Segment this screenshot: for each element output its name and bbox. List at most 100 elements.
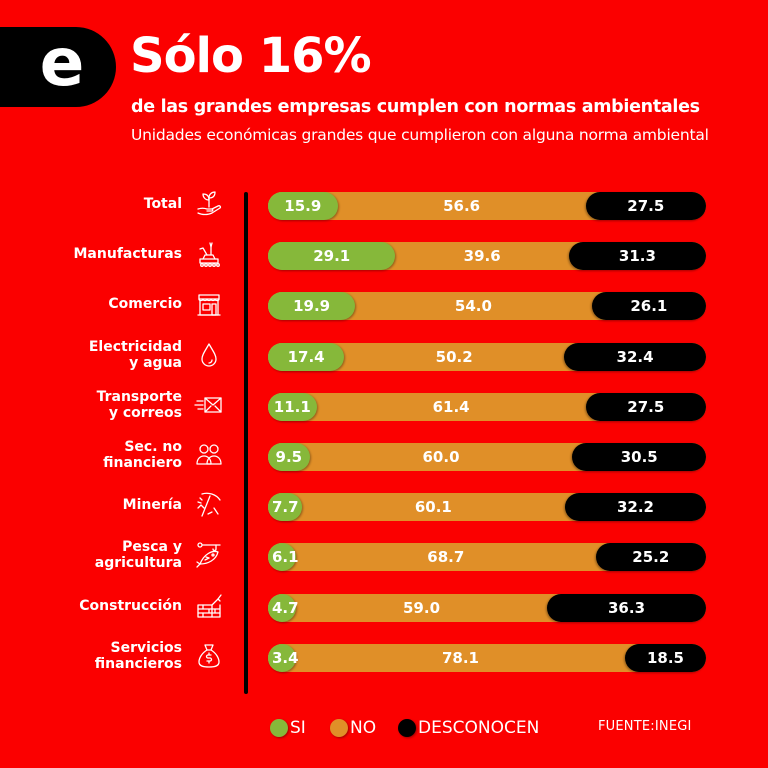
legend-swatch-desconocen — [398, 719, 416, 737]
value-label-desconocen: 27.5 — [627, 397, 665, 416]
category-label-line: agricultura — [94, 555, 182, 572]
category-label-comercio: Comercio — [108, 296, 182, 312]
value-label-desconocen: 30.5 — [620, 448, 658, 466]
bar-si-manufacturas — [268, 242, 396, 271]
bar-desconocen-pesca-y-agricultura — [595, 543, 706, 572]
bar-desconocen-servicios-financieros — [624, 643, 706, 672]
bar-si-mineria — [268, 493, 302, 522]
value-label-no: 56.6 — [443, 197, 481, 215]
logo-letter: e — [39, 24, 85, 101]
money-bag-icon — [194, 641, 224, 671]
value-label-desconocen: 32.2 — [616, 498, 654, 517]
value-label-desconocen: 31.3 — [618, 247, 656, 266]
legend-item-no: NO — [330, 716, 376, 740]
bar-row-sec-no-financiero: 9.5 60.0 30.5 — [268, 443, 706, 471]
category-label-mineria: Minería — [123, 497, 182, 513]
value-label-si: 15.9 — [284, 197, 322, 215]
bar-si-servicios-financieros — [268, 643, 296, 672]
value-label-no: 78.1 — [441, 648, 479, 667]
legend-label-no: NO — [350, 718, 377, 738]
category-label-pesca-y-agricultura: Pesca y agricultura — [95, 539, 182, 571]
value-label-si: 29.1 — [313, 247, 351, 266]
legend-swatch-no — [330, 719, 348, 737]
plant-in-hand-icon — [194, 189, 224, 219]
brand-logo: e — [0, 27, 116, 107]
bar-row-servicios-financieros: 3.4 78.1 18.5 — [268, 643, 706, 672]
bar-desconocen-electricidad-y-agua — [564, 342, 706, 371]
value-label-no: 39.6 — [463, 247, 501, 266]
value-label-si: 7.7 — [272, 498, 299, 517]
chart-description: Unidades económicas grandes que cumplier… — [131, 126, 709, 144]
legend-item-si: SI — [270, 716, 306, 740]
value-label-si: 4.7 — [272, 598, 299, 617]
value-label-si: 6.1 — [272, 548, 299, 567]
value-label-no: 59.0 — [402, 598, 441, 617]
category-label-transporte-y-correos: Transporte y correos — [97, 389, 182, 421]
bar-si-total — [268, 192, 338, 220]
value-label-no: 54.0 — [454, 297, 492, 316]
value-label-no: 60.0 — [422, 448, 460, 466]
value-label-no: 61.4 — [432, 397, 470, 416]
people-icon — [194, 440, 224, 470]
legend-swatch-si — [270, 719, 288, 737]
value-label-si: 17.4 — [287, 347, 325, 366]
category-label-line: Comercio — [108, 296, 182, 313]
bar-desconocen-comercio — [591, 292, 706, 321]
bar-row-transporte-y-correos: 11.1 61.4 27.5 — [268, 392, 706, 421]
source-note: FUENTE:INEGI — [598, 719, 692, 734]
bar-row-electricidad-y-agua: 17.4 50.2 32.4 — [268, 342, 706, 371]
pickaxe-icon — [194, 490, 224, 520]
fast-mail-icon — [194, 390, 224, 420]
category-label-line: Sec. no — [124, 439, 182, 455]
value-label-desconocen: 27.5 — [627, 197, 665, 215]
category-label-total: Total — [144, 196, 182, 212]
bar-desconocen-construccion — [547, 593, 706, 622]
value-label-no: 50.2 — [435, 347, 473, 366]
bar-row-comercio: 19.9 54.0 26.1 — [268, 292, 706, 321]
legend-item-desconocen: DESCONOCEN — [398, 716, 539, 740]
bar-desconocen-mineria — [564, 493, 706, 522]
category-label-electricidad-y-agua: Electricidad y agua — [89, 339, 182, 371]
category-label-line: y correos — [108, 404, 182, 421]
bar-desconocen-total — [585, 192, 706, 220]
factory-robot-icon — [194, 239, 224, 269]
bar-row-total: 15.9 56.6 27.5 — [268, 192, 706, 220]
storefront-icon — [194, 289, 224, 319]
category-label-line: financieros — [94, 655, 182, 672]
water-drop-icon — [194, 340, 224, 370]
category-label-line: financiero — [103, 455, 182, 471]
chart-title: Sólo 16% — [130, 28, 372, 84]
bar-row-construccion: 4.7 59.0 36.3 — [268, 593, 706, 622]
bar-desconocen-sec-no-financiero — [572, 443, 706, 471]
brick-wall-trowel-icon — [194, 591, 224, 621]
bar-row-pesca-y-agricultura: 6.1 68.7 25.2 — [268, 543, 706, 572]
category-label-manufacturas: Manufacturas — [74, 246, 183, 262]
bar-si-pesca-y-agricultura — [268, 543, 296, 572]
value-label-si: 9.5 — [275, 448, 303, 466]
chart-subtitle: de las grandes empresas cumplen con norm… — [131, 97, 700, 117]
value-label-desconocen: 25.2 — [632, 548, 670, 567]
bar-row-mineria: 7.7 60.1 32.2 — [268, 493, 706, 522]
value-label-no: 60.1 — [414, 498, 452, 517]
value-label-si: 11.1 — [273, 397, 311, 416]
value-label-si: 3.4 — [272, 648, 299, 667]
bar-desconocen-manufacturas — [568, 242, 706, 271]
bar-si-electricidad-y-agua — [268, 342, 345, 371]
bar-row-manufacturas: 29.1 39.6 31.3 — [268, 242, 706, 271]
category-label-line: Construcción — [79, 597, 182, 614]
category-axis-line — [244, 192, 248, 694]
bar-si-comercio — [268, 292, 356, 321]
category-label-line: Manufacturas — [73, 246, 183, 263]
category-label-sec-no-financiero: Sec. no financiero — [103, 439, 182, 471]
value-label-desconocen: 26.1 — [630, 297, 668, 316]
legend-label-si: SI — [290, 718, 306, 738]
bar-desconocen-transporte-y-correos — [585, 392, 706, 421]
bar-si-construccion — [268, 593, 296, 622]
value-label-desconocen: 32.4 — [616, 347, 654, 366]
category-label-line: Servicios — [110, 639, 182, 656]
category-label-line: y agua — [129, 354, 182, 371]
value-label-desconocen: 18.5 — [646, 648, 684, 667]
category-label-line: Pesca y — [122, 539, 182, 556]
category-label-line: Electricidad — [88, 338, 182, 355]
category-label-servicios-financieros: Servicios financieros — [95, 640, 182, 672]
